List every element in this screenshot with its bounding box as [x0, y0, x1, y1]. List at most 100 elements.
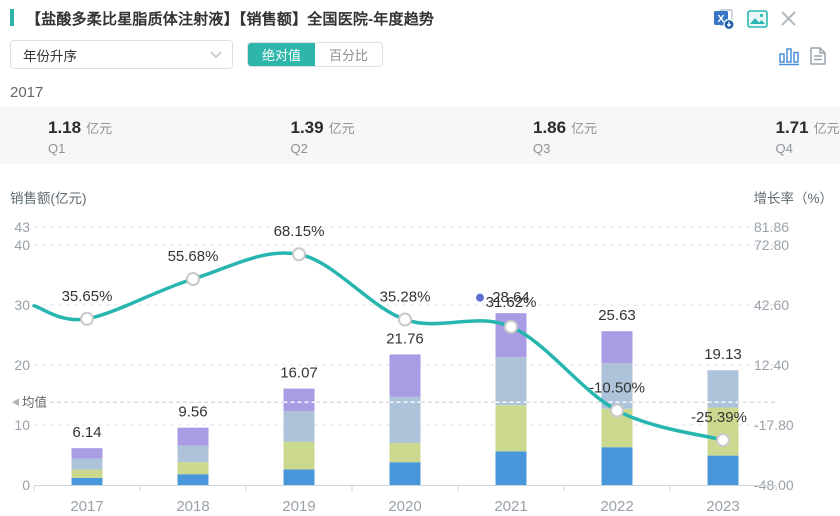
- bar-segment-2020-Q1[interactable]: [389, 462, 421, 485]
- sort-order-dropdown[interactable]: 年份升序: [10, 40, 233, 69]
- line-marker-2019[interactable]: [292, 247, 306, 262]
- toggle-absolute-value[interactable]: 绝对值: [248, 43, 316, 66]
- bar-segment-2021-Q3[interactable]: [495, 357, 527, 406]
- x-axis-label: 2019: [282, 498, 315, 515]
- bar-segment-2017-Q3[interactable]: [71, 458, 103, 470]
- right-axis-tick-label: 81.86: [754, 219, 789, 235]
- stat-quarter-label: Q2: [290, 141, 308, 156]
- right-axis-tick-label: -17.80: [754, 417, 794, 433]
- bar-segment-2017-Q2[interactable]: [71, 469, 103, 478]
- stat-unit: 亿元: [571, 121, 598, 136]
- toggle-percentage[interactable]: 百分比: [315, 43, 383, 66]
- close-icon[interactable]: [780, 10, 797, 27]
- quarter-stat-q3: 1.86 亿元 Q3: [485, 107, 728, 164]
- excel-export-icon[interactable]: X: [712, 8, 736, 32]
- bar-total-label: 21.76: [386, 330, 424, 347]
- left-axis-tick-label: 20: [14, 357, 30, 373]
- right-axis-tick-label: 42.60: [754, 297, 789, 313]
- data-table-view-icon[interactable]: [809, 46, 827, 66]
- bar-total-label: 9.56: [178, 404, 207, 421]
- line-marker-2017[interactable]: [80, 311, 94, 326]
- bar-segment-2019-Q3[interactable]: [283, 411, 315, 442]
- left-axis-tick-label: 10: [14, 417, 30, 433]
- mean-arrow-icon: [12, 398, 19, 407]
- left-axis-tick-label: 0: [22, 477, 30, 493]
- stat-unit: 亿元: [813, 121, 840, 136]
- x-axis-label: 2017: [70, 498, 103, 515]
- bar-segment-2020-Q4[interactable]: [389, 354, 421, 397]
- quarter-stat-q2: 1.39 亿元 Q2: [243, 107, 486, 164]
- bar-segment-2017-Q1[interactable]: [71, 477, 103, 485]
- bar-segment-2017-Q4[interactable]: [71, 448, 103, 459]
- left-axis-tick-label: 40: [14, 237, 30, 253]
- left-axis-tick-label: 43: [14, 219, 30, 235]
- bar-segment-2022-Q4[interactable]: [601, 331, 633, 364]
- line-marker-2018[interactable]: [186, 272, 200, 287]
- quarter-stat-q1: 1.18 亿元 Q1: [0, 107, 243, 164]
- quarter-stat-q4: 1.71 亿元 Q4: [728, 107, 840, 164]
- right-axis-tick-label: 72.80: [754, 237, 789, 253]
- chevron-down-icon: [210, 51, 222, 58]
- bar-segment-2021-Q2[interactable]: [495, 405, 527, 452]
- page-title: 【盐酸多柔比星脂质体注射液】【销售额】全国医院-年度趋势: [26, 11, 435, 28]
- growth-rate-label: 55.68%: [168, 248, 219, 265]
- x-axis-label: 2018: [176, 498, 209, 515]
- bar-segment-2022-Q1[interactable]: [601, 447, 633, 485]
- quarter-stats-row: 1.18 亿元 Q1 1.39 亿元 Q2 1.86 亿元 Q3 1.71 亿元 Q4: [0, 107, 840, 164]
- bar-segment-2018-Q3[interactable]: [177, 445, 209, 463]
- stat-value: 1.71: [775, 118, 809, 137]
- x-axis-label: 2021: [494, 498, 527, 515]
- bar-chart-view-icon[interactable]: [778, 46, 800, 66]
- x-axis-label: 2020: [388, 498, 421, 515]
- bar-segment-2018-Q2[interactable]: [177, 462, 209, 475]
- left-axis-tick-label: 30: [14, 297, 30, 313]
- line-marker-2023[interactable]: [716, 433, 730, 448]
- stat-quarter-label: Q3: [533, 141, 551, 156]
- value-mode-toggle: 绝对值 百分比: [247, 42, 384, 67]
- stat-value: 1.18: [48, 118, 82, 137]
- bar-segment-2020-Q2[interactable]: [389, 443, 421, 463]
- highlight-dot: [476, 293, 484, 302]
- bar-segment-2022-Q3[interactable]: [601, 363, 633, 409]
- bar-segment-2021-Q1[interactable]: [495, 451, 527, 485]
- bar-segment-2019-Q2[interactable]: [283, 441, 315, 470]
- x-axis-label: 2022: [600, 498, 633, 515]
- growth-rate-label: -25.39%: [691, 409, 747, 426]
- line-marker-2021[interactable]: [504, 319, 518, 334]
- stat-value: 1.86: [533, 118, 567, 137]
- growth-rate-line: [32, 251, 725, 442]
- line-marker-2020[interactable]: [398, 312, 412, 327]
- svg-text:X: X: [717, 13, 724, 25]
- sort-order-value: 年份升序: [23, 48, 77, 64]
- mean-line-label: 均值: [22, 395, 47, 410]
- bar-total-label: 6.14: [72, 424, 101, 441]
- bar-segment-2023-Q3[interactable]: [707, 370, 739, 408]
- growth-rate-label: -10.50%: [589, 379, 645, 396]
- right-axis-tick-label: 12.40: [754, 357, 789, 373]
- x-axis-label: 2023: [706, 498, 739, 515]
- stat-quarter-label: Q4: [775, 141, 793, 156]
- bar-segment-2023-Q2[interactable]: [707, 407, 739, 456]
- bar-segment-2019-Q4[interactable]: [283, 388, 315, 412]
- bar-segment-2018-Q4[interactable]: [177, 427, 209, 446]
- stat-unit: 亿元: [328, 121, 355, 136]
- bar-segment-2023-Q1[interactable]: [707, 455, 739, 485]
- bar-segment-2018-Q1[interactable]: [177, 474, 209, 485]
- left-axis-title: 销售额(亿元): [10, 191, 87, 206]
- period-year-label: 2017: [10, 84, 44, 101]
- right-axis-title: 增长率（%）: [753, 191, 833, 206]
- bar-segment-2021-Q4[interactable]: [495, 313, 527, 358]
- stat-unit: 亿元: [86, 121, 113, 136]
- growth-rate-label: 68.15%: [274, 223, 325, 240]
- bar-segment-2019-Q1[interactable]: [283, 469, 315, 485]
- bar-total-label: 19.13: [704, 346, 742, 363]
- bar-total-label: 28.64: [492, 289, 530, 306]
- bar-segment-2020-Q3[interactable]: [389, 396, 421, 443]
- growth-rate-label: 31.62%: [486, 294, 537, 311]
- stat-value: 1.39: [290, 118, 324, 137]
- image-export-icon[interactable]: [747, 10, 768, 28]
- bar-total-label: 16.07: [280, 365, 318, 382]
- line-marker-2022[interactable]: [610, 403, 624, 418]
